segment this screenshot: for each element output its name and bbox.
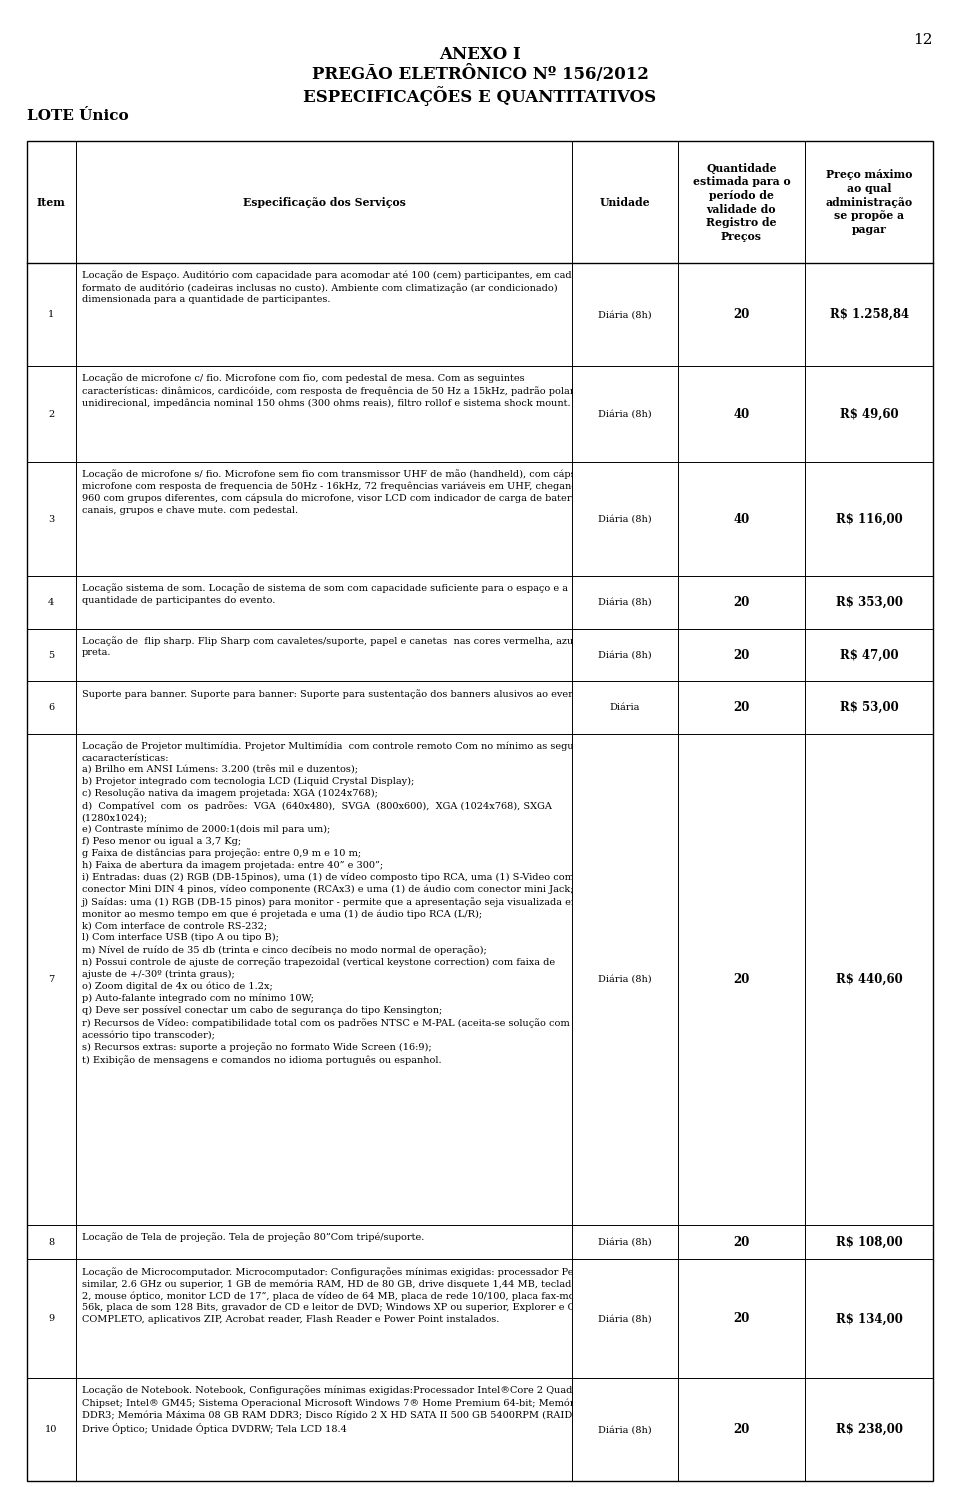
Text: 5: 5 (48, 650, 55, 660)
Bar (76, 735, 572, 1225)
Text: 20: 20 (733, 1236, 750, 1249)
Text: Unidade: Unidade (600, 196, 650, 208)
Text: 40: 40 (733, 513, 750, 525)
Text: 10: 10 (45, 1425, 58, 1433)
Text: Quantidade
estimada para o
período de
validade do
Registro de
Preços: Quantidade estimada para o período de va… (692, 162, 790, 242)
Text: Locação de microfone s/ fio. Microfone sem fio com transmissor UHF de mão (handh: Locação de microfone s/ fio. Microfone s… (82, 470, 606, 515)
Text: R$ 1.258,84: R$ 1.258,84 (829, 308, 909, 321)
Text: 20: 20 (733, 972, 750, 986)
Text: Especificação dos Serviços: Especificação dos Serviços (243, 196, 405, 208)
Text: Locação sistema de som. Locação de sistema de som com capacidade suficiente para: Locação sistema de som. Locação de siste… (82, 584, 567, 605)
Text: Diária (8h): Diária (8h) (598, 1315, 652, 1323)
Text: R$ 353,00: R$ 353,00 (836, 596, 902, 610)
Text: Diária (8h): Diária (8h) (598, 409, 652, 418)
Text: 9: 9 (48, 1315, 55, 1323)
Text: R$ 108,00: R$ 108,00 (836, 1236, 902, 1249)
Text: Locação de  flip sharp. Flip Sharp com cavaletes/suporte, papel e canetas  nas c: Locação de flip sharp. Flip Sharp com ca… (82, 636, 585, 657)
Text: 6: 6 (48, 703, 55, 712)
Bar (76, 1378, 572, 1481)
Text: PREGÃO ELETRÔNICO Nº 156/2012: PREGÃO ELETRÔNICO Nº 156/2012 (312, 65, 648, 83)
Text: 7: 7 (48, 975, 55, 984)
Text: R$ 440,60: R$ 440,60 (836, 972, 902, 986)
Text: Locação de Espaço. Auditório com capacidade para acomodar até 100 (cem) particip: Locação de Espaço. Auditório com capacid… (82, 271, 613, 305)
Text: Diária (8h): Diária (8h) (598, 311, 652, 320)
Text: Locação de Projetor multimídia. Projetor Multimídia  com controle remoto Com no : Locação de Projetor multimídia. Projetor… (82, 742, 605, 1065)
Text: 1: 1 (48, 311, 55, 320)
Text: Locação de Microcomputador. Microcomputador: Configurações mínimas exigidas: pro: Locação de Microcomputador. Microcomputa… (82, 1267, 627, 1323)
Text: Diária (8h): Diária (8h) (598, 1425, 652, 1433)
Text: 3: 3 (48, 515, 55, 523)
Text: R$ 116,00: R$ 116,00 (836, 513, 902, 525)
Text: 20: 20 (733, 648, 750, 662)
Text: R$ 49,60: R$ 49,60 (840, 407, 899, 421)
Text: 20: 20 (733, 308, 750, 321)
Text: R$ 134,00: R$ 134,00 (836, 1313, 902, 1325)
Text: Suporte para banner. Suporte para banner: Suporte para sustentação dos banners a: Suporte para banner. Suporte para banner… (82, 688, 587, 699)
Bar (76, 681, 572, 735)
Text: R$ 238,00: R$ 238,00 (836, 1423, 902, 1436)
Text: Diária (8h): Diária (8h) (598, 975, 652, 984)
Text: Preço máximo
ao qual
administração
se propõe a
pagar: Preço máximo ao qual administração se pr… (826, 170, 913, 235)
Text: Locação de microfone c/ fio. Microfone com fio, com pedestal de mesa. Com as seg: Locação de microfone c/ fio. Microfone c… (82, 373, 574, 407)
Text: Locação de Notebook. Notebook, Configurações mínimas exigidas:Processador Intel®: Locação de Notebook. Notebook, Configura… (82, 1386, 659, 1433)
Text: R$ 53,00: R$ 53,00 (840, 700, 899, 714)
Bar (76, 366, 572, 462)
Bar (76, 1225, 572, 1259)
Text: 4: 4 (48, 598, 55, 607)
Text: 2: 2 (48, 409, 55, 418)
Text: Locação de Tela de projeção. Tela de projeção 80”Com tripé/suporte.: Locação de Tela de projeção. Tela de pro… (82, 1233, 424, 1242)
Text: R$ 47,00: R$ 47,00 (840, 648, 899, 662)
Bar (76, 629, 572, 681)
Text: Item: Item (37, 196, 65, 208)
Text: 8: 8 (48, 1237, 55, 1246)
Text: ANEXO I: ANEXO I (439, 46, 521, 62)
Bar (76, 1259, 572, 1378)
Bar (76, 462, 572, 577)
Bar (76, 263, 572, 366)
Text: LOTE Único: LOTE Único (27, 109, 129, 122)
Text: Diária (8h): Diária (8h) (598, 1237, 652, 1246)
Bar (76, 577, 572, 629)
Text: Diária: Diária (610, 703, 640, 712)
Text: 20: 20 (733, 1423, 750, 1436)
Text: Diária (8h): Diária (8h) (598, 650, 652, 660)
Text: 20: 20 (733, 1313, 750, 1325)
Text: ESPECIFICAÇÕES E QUANTITATIVOS: ESPECIFICAÇÕES E QUANTITATIVOS (303, 86, 657, 106)
Text: 20: 20 (733, 700, 750, 714)
Text: 40: 40 (733, 407, 750, 421)
Text: Diária (8h): Diária (8h) (598, 515, 652, 523)
Text: 20: 20 (733, 596, 750, 610)
Text: 12: 12 (914, 33, 933, 46)
Text: Diária (8h): Diária (8h) (598, 598, 652, 607)
